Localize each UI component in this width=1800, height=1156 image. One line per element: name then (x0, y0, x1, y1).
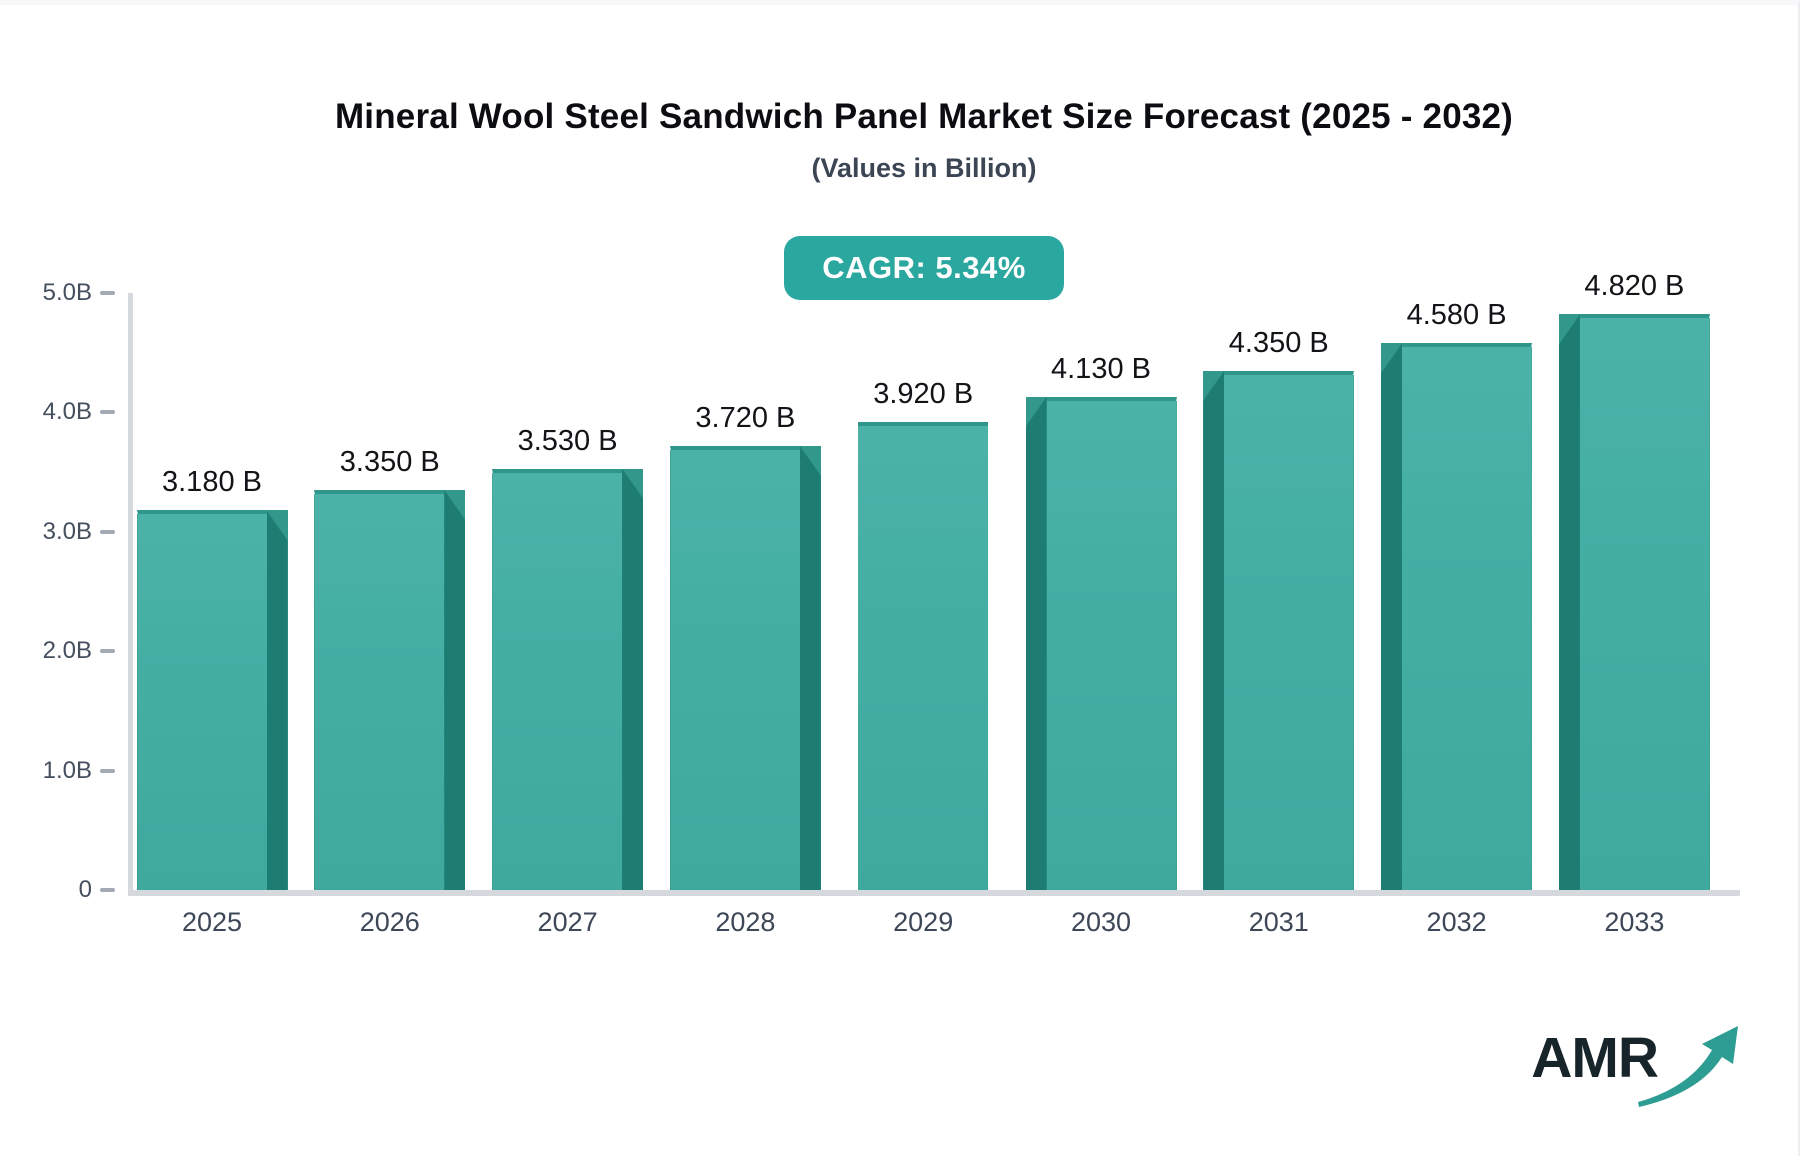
bar-value-label: 4.820 B (1584, 270, 1685, 303)
cagr-badge: CAGR: 5.34% (784, 236, 1064, 300)
bar-face (857, 421, 988, 890)
bar-face (1579, 314, 1710, 890)
bar-value-label: 3.720 B (695, 401, 796, 434)
x-tick-label: 2029 (893, 907, 954, 937)
bar-value-label: 4.580 B (1406, 299, 1507, 332)
x-axis-line (128, 890, 1740, 896)
bar-2029: 3.920 B (848, 378, 999, 890)
bar-3d-side (444, 490, 466, 890)
bar-value-label: 3.180 B (162, 466, 262, 499)
bar-3d-side-shade (1203, 370, 1225, 890)
bar-3d-side (266, 510, 288, 890)
bar-3d-side-shade (799, 445, 821, 890)
bar-face (1224, 370, 1355, 890)
x-tick-label: 2025 (181, 907, 243, 937)
bar-value-label: 4.130 B (1051, 352, 1151, 385)
bar-3d-side (1025, 396, 1047, 890)
x-tick-label: 2030 (1070, 907, 1132, 937)
bar-2026: 3.350 B (314, 446, 466, 890)
bar-3d-side (1203, 370, 1225, 890)
bar-face (1402, 343, 1533, 890)
x-tick-label: 2028 (715, 907, 776, 937)
bar-value-label: 4.350 B (1228, 326, 1329, 359)
bar-2025: 3.180 B (136, 466, 288, 890)
bar-face (669, 445, 800, 890)
x-tick-label: 2027 (537, 907, 598, 937)
y-tick-label: 5.0B (42, 279, 92, 306)
x-tick-label: 2032 (1426, 907, 1487, 937)
bar-3d-side-shade (1558, 314, 1580, 890)
chart-header: Mineral Wool Steel Sandwich Panel Market… (110, 5, 1738, 300)
brand-logo: AMR (1531, 1026, 1746, 1108)
y-tick-mark (100, 291, 115, 295)
bar-2032: 4.580 B (1381, 299, 1533, 890)
y-axis-line (128, 293, 133, 896)
y-tick-label: 2.0B (42, 637, 92, 665)
bar-3d-side (1381, 343, 1403, 890)
y-tick-mark (100, 529, 115, 534)
bar-3d-side-shade (622, 468, 644, 890)
bar-face (1046, 396, 1177, 890)
y-tick-label: 3.0B (42, 517, 92, 545)
y-tick-mark (100, 410, 115, 415)
growth-arrow-icon (1638, 1026, 1738, 1107)
bar-2030: 4.130 B (1025, 353, 1177, 890)
bar-face (492, 468, 623, 890)
chart-subtitle: (Values in Billion) (811, 153, 1037, 183)
y-tick-mark (100, 768, 115, 773)
bar-3d-side (622, 468, 644, 890)
y-tick-mark (100, 649, 115, 654)
bar-value-label: 3.920 B (873, 377, 974, 410)
bar-2031: 4.350 B (1203, 327, 1355, 890)
y-tick-mark (100, 888, 115, 892)
bar-2028: 3.720 B (669, 402, 821, 890)
y-tick-label: 4.0B (42, 398, 92, 426)
bar-3d-side-shade (1025, 396, 1047, 890)
bar-value-label: 3.530 B (517, 424, 618, 457)
bar-2033: 4.820 B (1558, 270, 1710, 890)
y-tick-label: 1.0B (42, 756, 92, 784)
bar-value-label: 3.350 B (339, 446, 440, 478)
brand-logo-text: AMR (1531, 1026, 1659, 1090)
bar-3d-side-shade (444, 490, 466, 890)
bar-3d-side (799, 445, 821, 890)
x-tick-label: 2026 (359, 907, 420, 937)
x-tick-label: 2033 (1604, 907, 1665, 937)
bar-2027: 3.530 B (492, 425, 644, 890)
chart-title: Mineral Wool Steel Sandwich Panel Market… (334, 97, 1514, 136)
bar-3d-side-shade (266, 510, 288, 890)
bar-3d-side-shade (1381, 343, 1403, 890)
y-tick-label: 0 (78, 876, 92, 903)
x-tick-label: 2031 (1248, 907, 1309, 937)
bar-face (314, 490, 445, 890)
bar-3d-side (1558, 314, 1580, 890)
bar-face (136, 510, 267, 890)
